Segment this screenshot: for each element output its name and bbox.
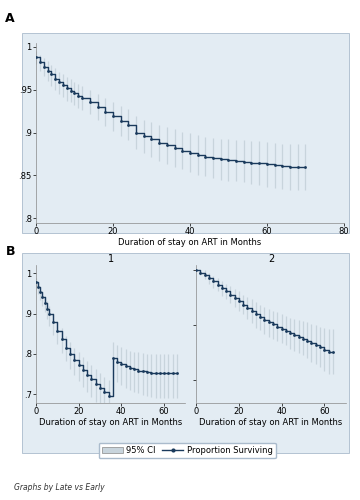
Text: A: A: [5, 12, 15, 26]
Legend: 95% CI, Proportion Surviving: 95% CI, Proportion Surviving: [99, 442, 276, 458]
Title: 2: 2: [268, 254, 274, 264]
X-axis label: Duration of stay on ART in Months: Duration of stay on ART in Months: [39, 418, 182, 428]
Title: 1: 1: [108, 254, 114, 264]
Text: B: B: [5, 245, 15, 258]
X-axis label: Duration of stay on ART in Months: Duration of stay on ART in Months: [199, 418, 342, 428]
X-axis label: Duration of stay on ART in Months: Duration of stay on ART in Months: [118, 238, 261, 248]
Text: Graphs by Late vs Early: Graphs by Late vs Early: [14, 484, 105, 492]
